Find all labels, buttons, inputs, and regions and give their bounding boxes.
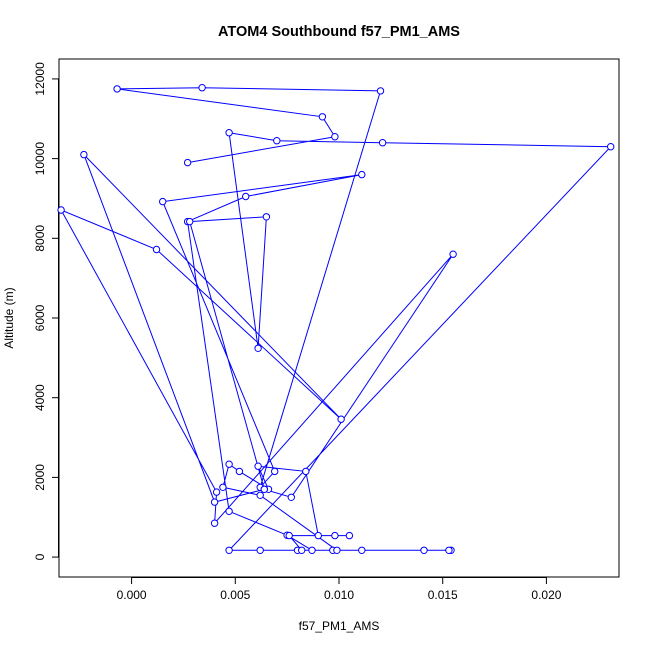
data-point [607,143,615,151]
data-point [285,531,293,540]
data-point [318,113,327,121]
x-tick-label: 0.020 [531,588,561,602]
series-layer [57,84,615,554]
y-tick-label: 6000 [33,304,47,331]
data-point [273,137,281,145]
data-point [302,467,310,476]
data-point [262,213,271,221]
data-point [242,192,250,201]
data-point [80,150,88,159]
data-point [331,531,339,540]
data-point [449,250,457,258]
data-point [376,87,385,95]
data-point [198,84,206,92]
data-point [337,415,345,423]
data-point [113,85,121,93]
data-point [225,129,233,137]
data-point [271,467,279,476]
y-tick-label: 10000 [33,142,47,176]
chart-title: ATOM4 Southbound f57_PM1_AMS [218,24,460,40]
data-point [152,245,161,254]
data-point [225,507,233,515]
data-point [254,344,262,352]
data-point [314,531,322,540]
plot-area-frame [58,58,620,578]
data-point [186,217,194,226]
x-tick-label: 0.000 [117,588,147,602]
data-point [358,170,366,179]
y-tick-label: 2000 [33,464,47,491]
data-point [210,498,219,506]
y-axis: 0 2000 4000 6000 8000 10000 12000 [33,62,59,560]
data-point [212,488,221,496]
data-point [308,546,316,554]
data-point [256,491,264,499]
data-point [57,206,65,214]
data-point [331,133,339,141]
x-tick-label: 0.005 [220,588,250,602]
data-point [254,462,262,470]
x-tick-label: 0.010 [324,588,354,602]
series-line [59,87,612,551]
y-tick-label: 0 [33,553,47,560]
x-axis: 0.000 0.005 0.010 0.015 0.020 [117,577,562,602]
data-point [159,197,167,206]
x-axis-label: f57_PM1_AMS [299,619,380,633]
y-tick-label: 12000 [33,62,47,96]
data-point [445,546,453,554]
x-tick-label: 0.015 [428,588,458,602]
data-point [225,460,233,468]
data-point [225,546,233,554]
y-tick-label: 8000 [33,225,47,252]
data-point [219,483,227,491]
data-point [358,546,366,554]
y-axis-label: Altitude (m) [2,287,16,348]
data-point [235,467,244,476]
data-point [420,546,428,554]
data-point [345,531,354,540]
data-point [183,158,192,167]
data-point [333,546,341,554]
data-point [260,485,268,493]
data-point [256,546,264,554]
data-point [378,139,387,147]
y-tick-label: 4000 [33,384,47,411]
data-point [210,519,219,527]
data-point [287,493,295,501]
data-point [298,546,306,554]
